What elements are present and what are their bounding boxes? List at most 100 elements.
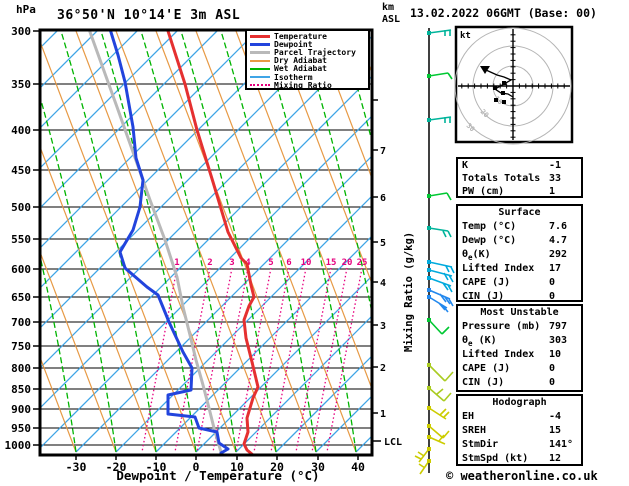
surface-cin-row: CIN (J) 0	[458, 290, 581, 304]
dry-adiabat-line	[41, 147, 157, 453]
mixing-ratio-line	[295, 267, 332, 453]
row-label: θe(K)	[462, 249, 491, 262]
background-grid	[41, 31, 371, 453]
legend-item-isotherm: Isotherm	[247, 72, 368, 82]
dry-adiabat-line	[41, 252, 117, 453]
row-label: StmDir	[462, 439, 499, 450]
temperature-curve	[166, 31, 260, 454]
hodograph-unit-label: kt	[460, 31, 471, 41]
wind-barb-dot	[427, 118, 431, 122]
row-label: Lifted Index	[462, 349, 535, 360]
mixing-ratio-line-swatch	[250, 84, 270, 87]
hodograph-stats-panel: Hodograph EH -4 SREH 15 StmDir 141° StmS…	[456, 394, 583, 466]
row-label: Lifted Index	[462, 263, 535, 274]
wind-barb	[428, 319, 450, 335]
wind-barb	[428, 116, 452, 123]
pressure-tick-label: 550	[11, 233, 31, 246]
temperature-tick-label: 40	[351, 460, 365, 474]
pressure-tick-label: 650	[11, 291, 31, 304]
row-label: EH	[462, 411, 475, 422]
pressure-axis-unit-label: hPa	[16, 3, 36, 16]
wind-barb	[428, 296, 449, 313]
temperature-tick-label: -10	[146, 460, 167, 474]
mixing-ratio-line	[212, 267, 249, 453]
legend-item-dry-adiabat: Dry Adiabat	[247, 56, 368, 65]
temperature-tick-label: 20	[270, 460, 284, 474]
mixing-ratio-label: 4	[245, 258, 251, 268]
mixing-ratio-line	[253, 267, 290, 453]
mixing-ratio-label: 3	[229, 258, 234, 268]
wind-barb-dot	[427, 226, 431, 230]
isotherm-line	[41, 116, 371, 448]
row-label: CAPE (J)	[462, 277, 511, 288]
pressure-tick-label: 300	[11, 25, 31, 38]
isotherm-line	[115, 196, 371, 453]
isotherm-line	[41, 31, 258, 248]
copyright-credit: © weatheronline.co.uk	[446, 469, 598, 483]
pressure-tick-label: 400	[11, 124, 31, 137]
legend-item-wet-adiabat: Wet Adiabat	[247, 64, 368, 74]
wind-barb-dot	[427, 424, 431, 428]
row-value: 4.7	[549, 235, 568, 246]
surface-temp-row: Temp (°C) 7.6	[458, 220, 581, 234]
wind-barb-dot	[427, 295, 431, 299]
row-value: 12	[549, 453, 562, 464]
stmspd-row: StmSpd (kt) 12	[458, 452, 581, 466]
dry-adiabat-line	[155, 31, 317, 453]
surface-theta-e-row: θe(K) 292	[458, 248, 581, 262]
hodograph-trace-marker	[501, 91, 505, 95]
wind-barb	[428, 407, 450, 420]
hodograph-trace-marker	[502, 100, 506, 104]
legend-label: Temperature	[274, 31, 327, 41]
mixing-ratio-label: 5	[268, 258, 273, 268]
mixing-ratio-line	[196, 267, 233, 453]
row-value: 141°	[549, 439, 574, 450]
legend-label: Isotherm	[274, 72, 313, 82]
lcl-label: LCL	[384, 437, 402, 448]
row-label: Totals Totals	[462, 173, 541, 184]
wind-barb	[428, 269, 454, 283]
row-label: Temp (°C)	[462, 221, 517, 232]
pressure-tick-label: 800	[11, 362, 31, 375]
stmdir-row: StmDir 141°	[458, 438, 581, 452]
dry-adiabat-line	[235, 31, 371, 388]
k-index-row: K -1	[458, 159, 581, 172]
pressure-tick-label: 1000	[5, 439, 32, 452]
row-label: θe (K)	[462, 335, 497, 348]
wet-adiabat-line	[180, 31, 277, 453]
wet-adiabat-line	[140, 31, 237, 453]
dry-adiabat-line	[41, 42, 197, 453]
row-label: CAPE (J)	[462, 363, 511, 374]
sounding-curves	[88, 31, 260, 454]
wet-adiabat-line-swatch	[250, 67, 270, 70]
dewpoint-line-swatch	[250, 42, 270, 46]
temperature-tick-label: 0	[193, 460, 200, 474]
isotherm-line	[235, 316, 371, 453]
mixing-ratio-label: 2	[207, 258, 212, 268]
dry-adiabat-line	[41, 358, 77, 453]
isotherm-line	[195, 276, 371, 453]
dry-adiabat-line	[275, 31, 371, 283]
dewpoint-curve	[109, 31, 230, 454]
station-title: 36°50'N 10°14'E 3m ASL	[57, 8, 241, 23]
dry-adiabat-line	[195, 31, 357, 453]
hodograph-panel-title: Hodograph	[492, 397, 547, 408]
row-label: PW (cm)	[462, 186, 505, 197]
parcel-line-swatch	[250, 50, 270, 54]
pressure-tick-label: 700	[11, 316, 31, 329]
wet-adiabat-line	[300, 31, 371, 312]
pressure-tick-label: 950	[11, 422, 31, 435]
row-label: Pressure (mb)	[462, 321, 541, 332]
totals-totals-row: Totals Totals 33	[458, 172, 581, 185]
pressure-tick-label: 900	[11, 403, 31, 416]
wet-adiabat-line	[41, 98, 117, 453]
legend-label: Wet Adiabat	[274, 64, 327, 74]
row-label: CIN (J)	[462, 377, 505, 388]
row-value: 17	[549, 263, 562, 274]
isotherm-line	[41, 76, 371, 408]
pressure-tick-label: 450	[11, 164, 31, 177]
wind-barb	[428, 387, 452, 402]
